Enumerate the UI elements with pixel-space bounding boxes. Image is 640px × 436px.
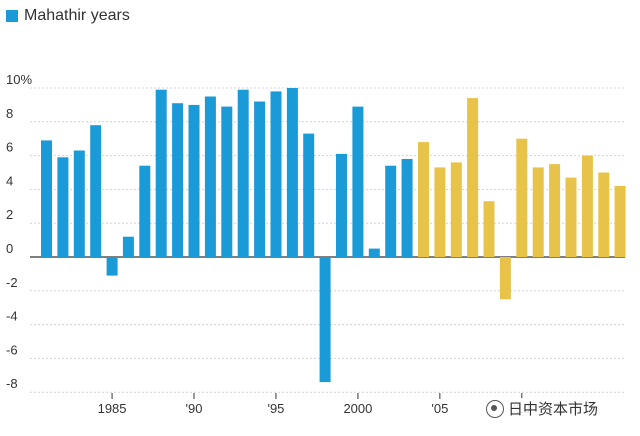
bar-2013 <box>565 177 577 257</box>
bar-1988 <box>155 89 167 257</box>
y-tick-label: -8 <box>6 376 18 391</box>
bar-2004 <box>418 142 429 257</box>
watermark-text: 日中资本市场 <box>508 401 599 418</box>
bar-1987 <box>139 165 151 257</box>
bar-1993 <box>237 89 249 257</box>
bar-2009 <box>499 257 511 300</box>
bar-2010 <box>516 138 528 257</box>
y-axis-tick-labels: 10% 8 6 4 2 0 -2 -4 -6 -8 <box>6 72 32 391</box>
bar-1982 <box>57 157 69 257</box>
y-tick-label: -6 <box>6 342 18 357</box>
legend-label: Mahathir years <box>24 7 130 24</box>
bar-2016 <box>614 186 626 257</box>
bar-2012 <box>549 164 561 257</box>
bar-2011 <box>532 167 544 257</box>
bar-2001 <box>368 248 380 257</box>
bar-2007 <box>467 98 479 257</box>
y-tick-label: 8 <box>6 106 13 121</box>
bar-2008 <box>483 201 495 257</box>
bar-2003 <box>401 159 413 257</box>
x-tick-label: '95 <box>267 401 284 416</box>
bar-1998 <box>319 257 331 383</box>
bar-1995 <box>270 91 282 258</box>
y-tick-label: -2 <box>6 275 18 290</box>
bar-2006 <box>450 162 462 257</box>
bar-1992 <box>221 106 233 257</box>
x-tick-label: '90 <box>186 401 203 416</box>
bar-1984 <box>90 125 102 257</box>
y-tick-label: 10% <box>6 72 32 87</box>
bar-2015 <box>598 172 610 257</box>
bar-1996 <box>286 88 298 257</box>
bar-1985 <box>106 257 118 276</box>
y-tick-label: 0 <box>6 241 13 256</box>
y-tick-label: 4 <box>6 173 13 188</box>
x-tick-label: 1985 <box>98 401 127 416</box>
watermark: 日中资本市场 <box>484 398 601 419</box>
bar-1991 <box>204 96 216 257</box>
bar-2014 <box>581 155 593 257</box>
bar-1989 <box>172 103 184 257</box>
wechat-icon <box>486 399 504 418</box>
y-tick-label: -4 <box>6 309 18 324</box>
bar-1983 <box>73 150 85 257</box>
y-tick-label: 2 <box>6 207 13 222</box>
bar-1999 <box>336 153 347 257</box>
x-tick-label: '05 <box>431 401 448 416</box>
bar-1981 <box>41 140 52 257</box>
bar-2000 <box>352 106 364 257</box>
bar-1986 <box>122 236 134 257</box>
bar-1990 <box>188 104 200 258</box>
chart-legend: Mahathir years <box>6 7 130 25</box>
legend-swatch <box>6 10 18 22</box>
bar-2005 <box>434 167 446 257</box>
x-tick-label: 2000 <box>343 401 372 416</box>
bars <box>41 88 626 383</box>
y-tick-label: 6 <box>6 140 13 155</box>
bar-1994 <box>254 101 266 257</box>
bar-1997 <box>303 133 315 257</box>
bar-2002 <box>385 165 397 257</box>
